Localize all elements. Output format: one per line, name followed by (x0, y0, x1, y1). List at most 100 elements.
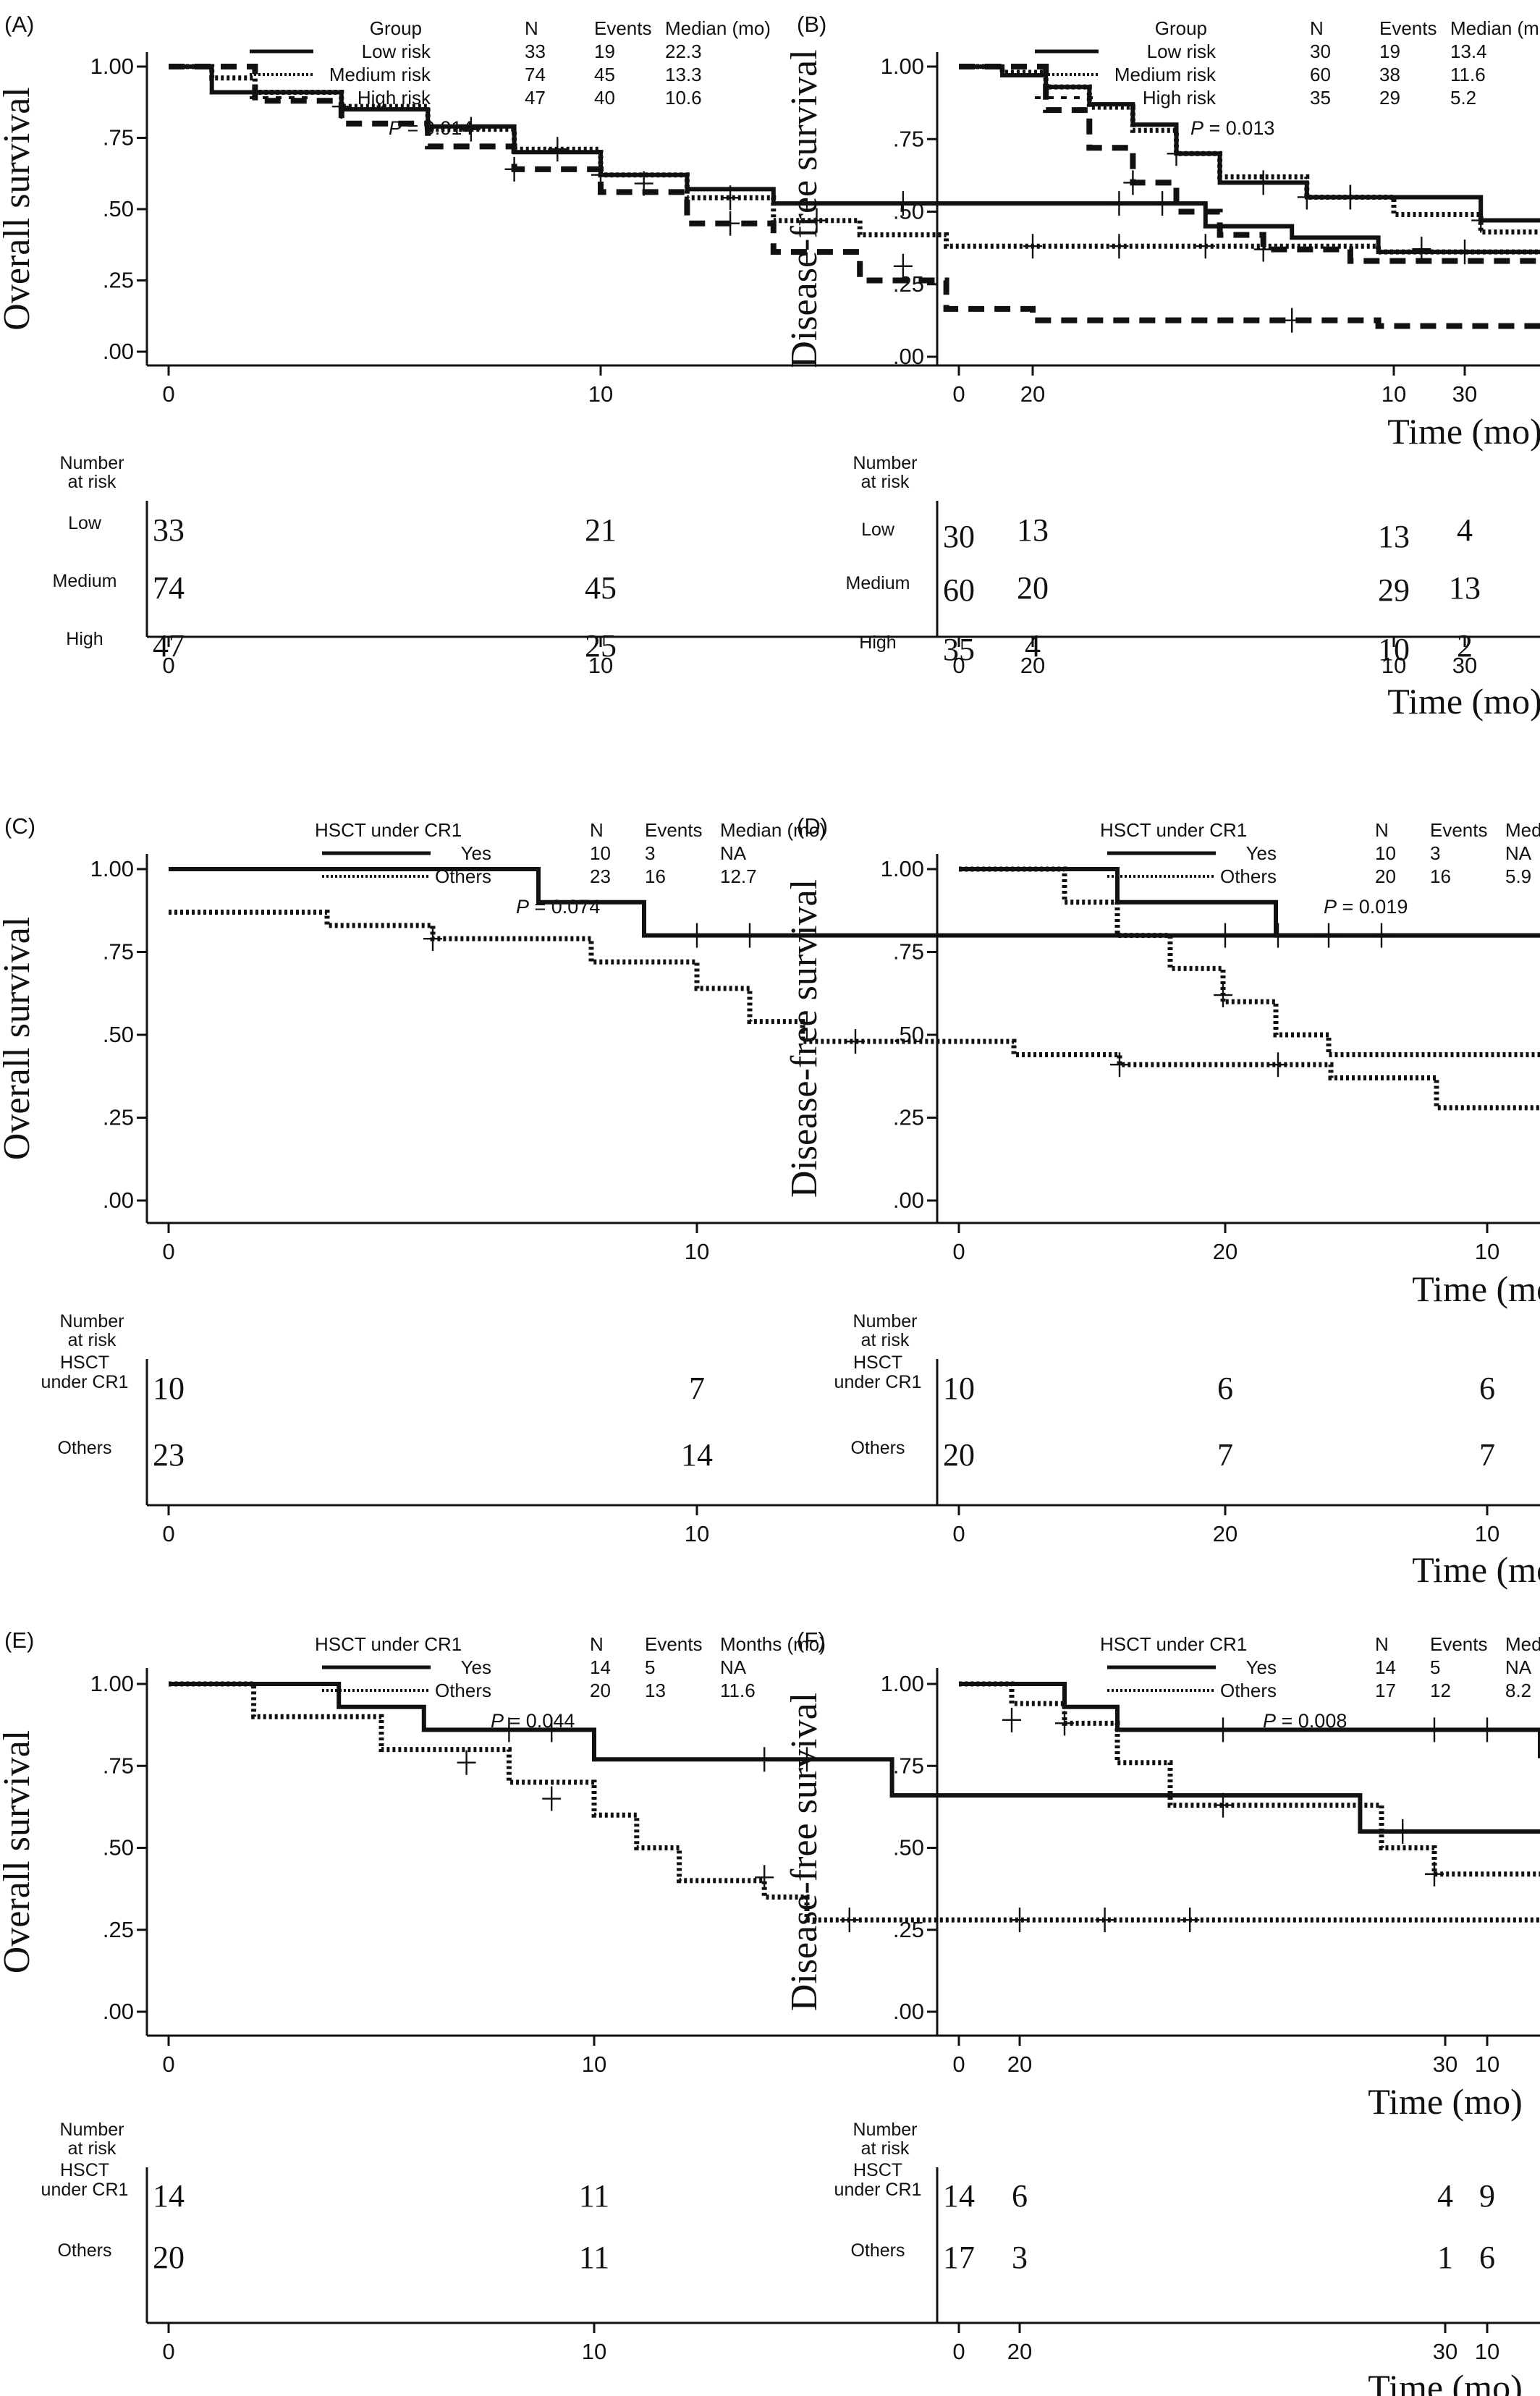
censor-mark (1180, 1908, 1200, 1933)
censor-mark (499, 1717, 519, 1743)
legend-header-cell: Events (1430, 819, 1488, 841)
legend-header-cell: N (590, 819, 604, 841)
y-tick-label: .00 (893, 1999, 924, 2024)
legend-value: 47 (525, 87, 546, 109)
legend-value: 29 (1379, 87, 1400, 109)
curve-solid (959, 1682, 1540, 1758)
risk-group-label: HSCT (60, 1352, 109, 1373)
censor-mark (1023, 234, 1042, 259)
legend-header-cell: Events (1430, 1633, 1488, 1655)
x-axis-label: Time (mo) (1387, 411, 1540, 452)
censor-mark (798, 1747, 816, 1772)
risk-x-tick-label: 0 (162, 1521, 174, 1546)
risk-count: 14 (681, 1437, 713, 1473)
panel-4: (D)1.00.75.50.25.0001020304050Time (mo)D… (784, 813, 1540, 1546)
panel-tag: (E) (4, 1627, 34, 1653)
y-axis-label: Overall survival (0, 917, 38, 1160)
legend-value: 16 (645, 865, 666, 887)
x-tick-label: 0 (952, 381, 965, 407)
censor-mark (457, 1750, 476, 1775)
legend-value: 10.6 (665, 87, 702, 109)
legend-value: 74 (525, 64, 546, 85)
legend-value: 60 (1310, 64, 1331, 85)
censor-mark (1372, 923, 1391, 948)
censor-mark (846, 1029, 865, 1054)
legend-value: 16 (1430, 865, 1451, 887)
risk-x-tick-label: 20 (1213, 1521, 1238, 1546)
p-value: P = 0.013 (1190, 117, 1274, 139)
legend-header-cell: Events (1379, 17, 1437, 39)
x-tick-label: 30 (1433, 2052, 1458, 2077)
legend-header-cell: N (1310, 17, 1324, 39)
censor-mark (1109, 234, 1129, 259)
y-axis-label: Overall survival (0, 1730, 38, 1973)
censor-mark (1167, 141, 1186, 166)
risk-title: at risk (861, 2138, 910, 2159)
legend-value: 13.4 (1450, 41, 1487, 62)
legend-header-cell: Median (mo) (1505, 1633, 1540, 1655)
legend-label: Others (1220, 865, 1277, 887)
y-tick-label: 1.00 (881, 856, 924, 881)
risk-group-label: Others (850, 1438, 905, 1458)
risk-count: 33 (153, 512, 185, 548)
x-tick-label: 0 (162, 1239, 174, 1264)
risk-title: Number (60, 453, 124, 473)
legend-label: Low risk (1147, 41, 1217, 62)
legend-label: Yes (461, 842, 491, 864)
legend-label: Low risk (362, 41, 431, 62)
risk-count: 47 (153, 628, 185, 664)
y-tick-label: .75 (893, 126, 924, 151)
risk-count: 29 (1378, 572, 1410, 608)
y-axis-label: Disease-free survival (784, 49, 825, 368)
censor-mark (1055, 1711, 1074, 1736)
risk-x-tick-label: 0 (952, 2339, 965, 2364)
p-value-text: = 0.019 (1337, 896, 1408, 918)
legend-value: NA (1505, 1656, 1532, 1678)
y-tick-label: .50 (893, 1835, 924, 1861)
risk-group-label: High (66, 629, 103, 649)
panel-tag: (C) (4, 813, 35, 839)
legend-value: 5 (1430, 1656, 1440, 1678)
legend-header-cell: Median (mo) (1505, 819, 1540, 841)
censor-mark (1214, 983, 1232, 1008)
p-value: P = 0.019 (1324, 896, 1408, 918)
risk-count: 20 (943, 1437, 975, 1473)
y-tick-label: 1.00 (90, 54, 134, 79)
p-value: P = 0.074 (516, 896, 600, 918)
legend-value: 12 (1430, 1680, 1451, 1701)
y-axis-label: Disease-free survival (784, 1693, 825, 2011)
y-tick-label: 1.00 (881, 1671, 924, 1696)
y-tick-label: .25 (103, 268, 134, 293)
risk-count: 21 (585, 512, 617, 548)
risk-x-tick-label: 0 (952, 653, 965, 678)
risk-count: 13 (1017, 512, 1049, 548)
risk-group-label: Medium (53, 571, 117, 591)
risk-count: 10 (153, 1371, 185, 1406)
risk-count: 4 (1437, 2178, 1453, 2214)
panel-6: (F)1.00.75.50.25.0001020304050Time (mo)D… (784, 1627, 1540, 2364)
risk-title: at risk (68, 2138, 117, 2159)
legend-value: 10 (590, 842, 611, 864)
risk-count: 6 (1479, 1371, 1495, 1406)
legend-value: 33 (525, 41, 546, 62)
legend-header-cell: HSCT under CR1 (1100, 1633, 1247, 1655)
curve-dashed (959, 64, 1540, 264)
risk-count: 1 (1437, 2240, 1453, 2275)
censor-mark (542, 1786, 562, 1811)
risk-count: 7 (1479, 1437, 1495, 1473)
y-tick-label: .25 (893, 271, 924, 297)
risk-title: at risk (861, 472, 910, 492)
legend-header-cell: N (590, 1633, 604, 1655)
censor-mark (1425, 1717, 1444, 1743)
legend-value: 20 (1375, 865, 1396, 887)
curve-solid (169, 1682, 1540, 1834)
legend-value: 38 (1379, 64, 1400, 85)
legend-header-cell: Median (mo) (1450, 17, 1540, 39)
risk-count: 11 (579, 2240, 609, 2275)
p-value-text: = 0.074 (529, 896, 600, 918)
y-tick-label: .00 (103, 1188, 134, 1213)
y-tick-label: .75 (103, 125, 134, 151)
risk-group-label: Others (57, 1438, 111, 1458)
risk-x-tick-label: 10 (1382, 653, 1406, 678)
legend-header-cell: N (1375, 819, 1389, 841)
